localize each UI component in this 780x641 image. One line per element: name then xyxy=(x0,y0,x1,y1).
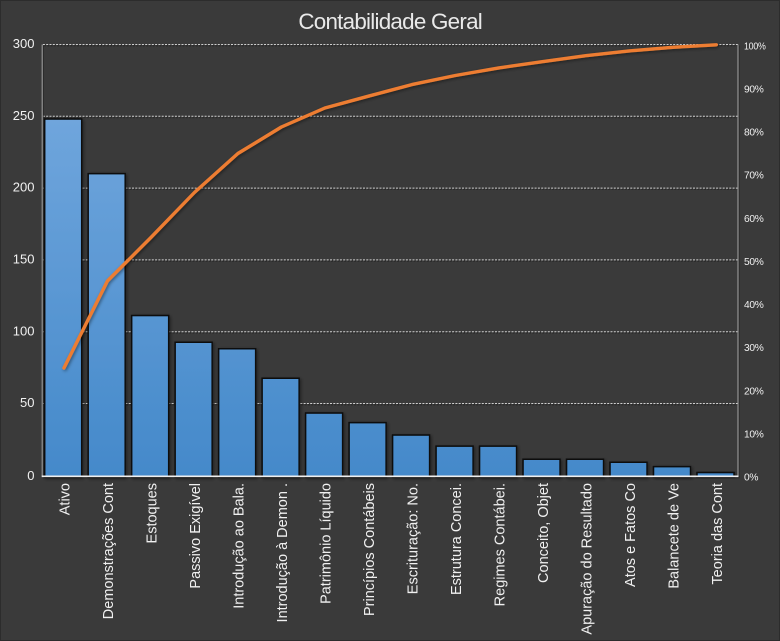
svg-text:Contabilidade Geral: Contabilidade Geral xyxy=(298,9,482,34)
svg-text:Teoria das Cont: Teoria das Cont xyxy=(710,483,726,585)
svg-text:150: 150 xyxy=(13,252,35,267)
svg-text:80%: 80% xyxy=(744,128,764,139)
svg-text:Introdução à Demon .: Introdução à Demon . xyxy=(275,483,291,622)
svg-text:Patrimônio Líquido: Patrimônio Líquido xyxy=(318,483,334,604)
svg-text:300: 300 xyxy=(13,36,35,51)
svg-text:Princípios Contábeis: Princípios Contábeis xyxy=(362,483,378,616)
svg-text:100%: 100% xyxy=(744,41,766,52)
svg-text:Ativo: Ativo xyxy=(58,483,74,515)
svg-text:Balancete de Ve: Balancete de Ve xyxy=(666,483,682,589)
svg-text:Estrutura Concei.: Estrutura Concei. xyxy=(449,483,465,595)
svg-text:30%: 30% xyxy=(744,343,764,354)
svg-text:60%: 60% xyxy=(744,214,764,225)
svg-text:Introdução ao Bala.: Introdução ao Bala. xyxy=(231,483,247,609)
svg-text:10%: 10% xyxy=(744,429,764,440)
svg-text:100: 100 xyxy=(13,323,35,338)
svg-text:Passivo Exigível: Passivo Exigível xyxy=(188,483,204,589)
svg-text:Atos e Fatos Co: Atos e Fatos Co xyxy=(623,483,639,587)
svg-text:40%: 40% xyxy=(744,300,764,311)
svg-text:Regimes Contábei.: Regimes Contábei. xyxy=(492,483,508,606)
svg-text:Escrituração: No.: Escrituração: No. xyxy=(405,483,421,594)
svg-text:90%: 90% xyxy=(744,84,764,95)
svg-text:0%: 0% xyxy=(744,473,758,484)
svg-text:50: 50 xyxy=(20,395,34,410)
svg-text:200: 200 xyxy=(13,180,35,195)
svg-text:250: 250 xyxy=(13,108,35,123)
svg-text:20%: 20% xyxy=(744,386,764,397)
svg-text:50%: 50% xyxy=(744,257,764,268)
svg-text:0: 0 xyxy=(27,468,34,483)
svg-text:Apuração do Resultado: Apuração do Resultado xyxy=(579,483,595,635)
svg-text:Estoques: Estoques xyxy=(145,483,161,543)
svg-text:Conceito, Objet: Conceito, Objet xyxy=(536,483,552,583)
svg-text:70%: 70% xyxy=(744,171,764,182)
svg-text:Demonstrações Cont: Demonstrações Cont xyxy=(101,483,117,619)
